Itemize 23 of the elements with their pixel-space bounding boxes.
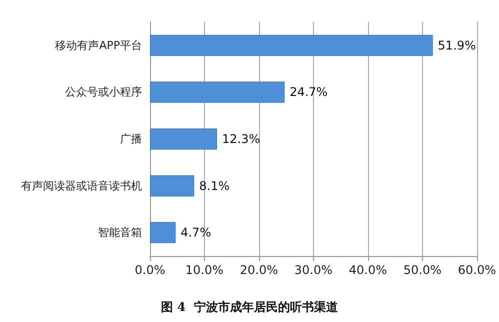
- bar: [150, 128, 218, 150]
- bar: [150, 175, 194, 196]
- data-label: 24.7%: [290, 85, 328, 100]
- y-tick-label: 广播: [120, 132, 142, 146]
- x-tick-label: 10.0%: [185, 263, 224, 277]
- x-tick-label: 60.0%: [458, 263, 496, 277]
- y-tick-label: 有声阅读器或语音读书机: [21, 179, 142, 192]
- y-tick-label: 移动有声APP平台: [55, 38, 142, 52]
- x-tick-label: 0.0%: [134, 263, 166, 277]
- bar: [150, 82, 285, 103]
- data-label: 51.9%: [438, 38, 476, 52]
- x-tick-label: 50.0%: [403, 263, 442, 277]
- y-tick-label: 公众号或小程序: [65, 86, 142, 99]
- y-tick-label: 智能音箱: [98, 226, 142, 240]
- bar: [150, 222, 176, 244]
- text: 图 4 宁波市成年居民的听书渠道: [161, 300, 339, 314]
- x-tick-label: 40.0%: [348, 263, 388, 277]
- x-tick-label: 20.0%: [240, 263, 278, 277]
- data-label: 4.7%: [180, 226, 212, 240]
- data-label: 8.1%: [199, 178, 230, 193]
- x-tick-label: 30.0%: [294, 263, 333, 277]
- data-label: 12.3%: [222, 132, 260, 146]
- bar: [150, 34, 433, 56]
